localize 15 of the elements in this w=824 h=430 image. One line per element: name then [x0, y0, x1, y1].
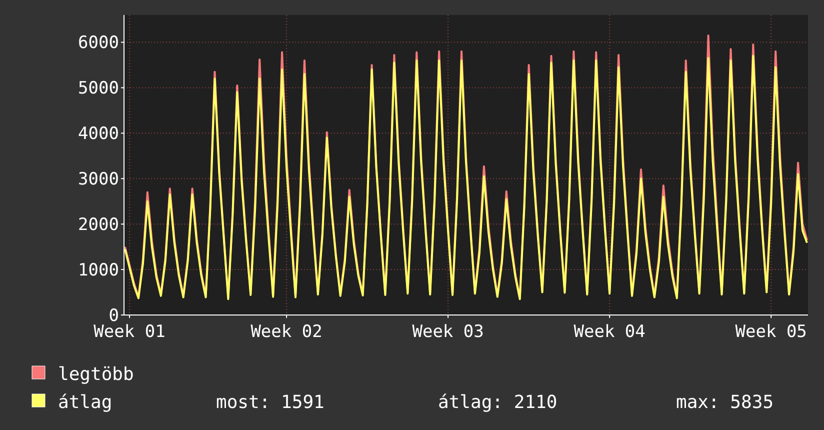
y-tick-label: 4000 [78, 124, 119, 144]
text: most: 1591 [216, 392, 324, 413]
text: max: 5835 [676, 392, 774, 413]
y-tick-label: 1000 [78, 260, 119, 280]
legend-label: átlag [58, 392, 112, 413]
y-tick-label: 6000 [78, 33, 119, 54]
text: átlag: 2110 [438, 392, 558, 413]
x-tick-label: Week 05 [735, 322, 807, 342]
legend-label: legtöbb [58, 364, 134, 385]
x-tick-label: Week 04 [574, 322, 646, 342]
x-tick-label: Week 03 [412, 322, 484, 342]
y-tick-label: 2000 [78, 215, 119, 236]
y-tick-label: 5000 [78, 78, 119, 99]
y-tick-label: 3000 [78, 170, 119, 190]
x-tick-label: Week 02 [250, 322, 322, 342]
